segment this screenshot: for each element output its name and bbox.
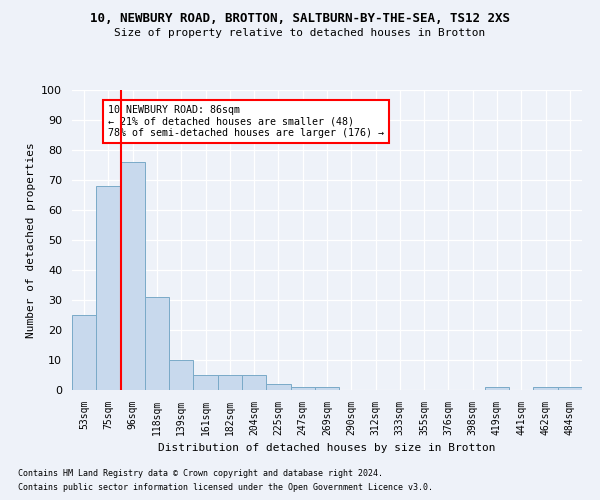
Bar [558, 387, 582, 390]
Bar [96, 186, 121, 390]
Text: Contains public sector information licensed under the Open Government Licence v3: Contains public sector information licen… [18, 484, 433, 492]
Bar [485, 387, 509, 390]
Bar [218, 375, 242, 390]
Y-axis label: Number of detached properties: Number of detached properties [26, 142, 36, 338]
Bar [72, 315, 96, 390]
Bar [145, 297, 169, 390]
Bar [169, 360, 193, 390]
Bar [315, 387, 339, 390]
Bar [242, 375, 266, 390]
Bar [193, 375, 218, 390]
X-axis label: Distribution of detached houses by size in Brotton: Distribution of detached houses by size … [158, 444, 496, 454]
Text: Contains HM Land Registry data © Crown copyright and database right 2024.: Contains HM Land Registry data © Crown c… [18, 468, 383, 477]
Bar [266, 384, 290, 390]
Text: 10 NEWBURY ROAD: 86sqm
← 21% of detached houses are smaller (48)
78% of semi-det: 10 NEWBURY ROAD: 86sqm ← 21% of detached… [108, 105, 384, 138]
Text: Size of property relative to detached houses in Brotton: Size of property relative to detached ho… [115, 28, 485, 38]
Bar [121, 162, 145, 390]
Text: 10, NEWBURY ROAD, BROTTON, SALTBURN-BY-THE-SEA, TS12 2XS: 10, NEWBURY ROAD, BROTTON, SALTBURN-BY-T… [90, 12, 510, 26]
Bar [533, 387, 558, 390]
Bar [290, 387, 315, 390]
